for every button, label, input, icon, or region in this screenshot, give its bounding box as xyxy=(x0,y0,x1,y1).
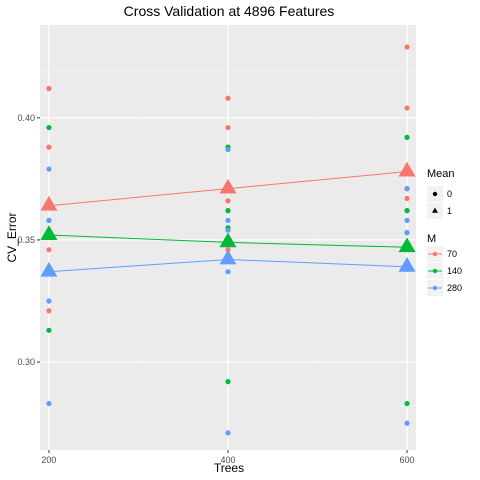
series-70-point xyxy=(46,144,52,150)
x-tick-label: 200 xyxy=(41,455,56,465)
y-tick-label: 0.30 xyxy=(17,357,35,367)
legend-mean-label: 0 xyxy=(447,189,452,199)
series-140-point xyxy=(46,327,52,333)
series-280-mean-marker xyxy=(40,261,58,277)
legend-mean-triangle-symbol xyxy=(432,207,438,213)
series-70-point xyxy=(46,308,52,314)
series-70-mean-marker xyxy=(219,178,237,194)
series-140-mean-marker xyxy=(219,232,237,248)
data-layer xyxy=(40,44,416,436)
series-140-mean-marker xyxy=(398,237,416,253)
legend-m-label: 70 xyxy=(447,249,457,259)
y-tick-label: 0.40 xyxy=(17,113,35,123)
series-70-point xyxy=(404,105,410,111)
x-tick-label: 600 xyxy=(400,455,415,465)
axes: 200 400 600 0.30 0.35 0.40 xyxy=(17,113,414,465)
series-70-mean-marker xyxy=(40,195,58,211)
series-280-point xyxy=(46,166,52,172)
legend-m-label: 140 xyxy=(447,266,462,276)
legend-m-point xyxy=(432,251,438,257)
series-70-point xyxy=(225,95,231,101)
series-280-mean-marker xyxy=(219,249,237,265)
x-tick-label: 400 xyxy=(220,455,235,465)
series-140-point xyxy=(404,208,410,214)
series-280-point xyxy=(46,217,52,224)
series-140-point xyxy=(404,400,410,407)
legend-m-point xyxy=(432,268,438,274)
legend-mean-title: Mean xyxy=(427,168,455,180)
series-280-point xyxy=(225,227,231,233)
series-280-point xyxy=(225,146,231,153)
series-140-point xyxy=(404,134,410,140)
x-axis-label: Trees xyxy=(214,461,244,475)
legend-m-point xyxy=(432,285,438,291)
series-70-point xyxy=(404,195,410,202)
chart-title: Cross Validation at 4896 Features xyxy=(124,3,335,19)
series-70-point xyxy=(225,124,231,131)
series-70-point xyxy=(404,44,410,50)
legend-m-label: 280 xyxy=(447,283,462,293)
series-280-point xyxy=(225,430,231,436)
y-tick-label: 0.35 xyxy=(17,235,35,245)
series-280-point xyxy=(46,400,52,407)
series-70-mean-marker xyxy=(398,161,416,177)
series-140-point xyxy=(46,124,52,131)
series-70-point xyxy=(46,85,52,92)
series-280-point xyxy=(404,420,410,426)
legend-m: M 70 140 280 xyxy=(427,233,462,296)
series-140-point xyxy=(225,208,231,214)
series-280-point xyxy=(404,217,410,224)
series-280-point xyxy=(225,269,231,275)
series-280-point xyxy=(404,230,410,236)
series-280-point xyxy=(404,186,410,192)
legend-m-title: M xyxy=(427,233,436,245)
series-70-point xyxy=(225,198,231,204)
legend-mean: Mean 0 1 xyxy=(427,168,455,219)
y-axis-label: CV_Error xyxy=(5,212,19,262)
series-140-mean-marker xyxy=(40,225,58,240)
series-140-point xyxy=(225,379,231,385)
legend-mean-label: 1 xyxy=(447,206,452,216)
series-280-point xyxy=(46,298,52,304)
series-280-point xyxy=(225,217,231,224)
series-280-mean-marker xyxy=(398,256,416,272)
series-70-point xyxy=(46,247,52,253)
legend-mean-circle-symbol xyxy=(432,191,438,197)
